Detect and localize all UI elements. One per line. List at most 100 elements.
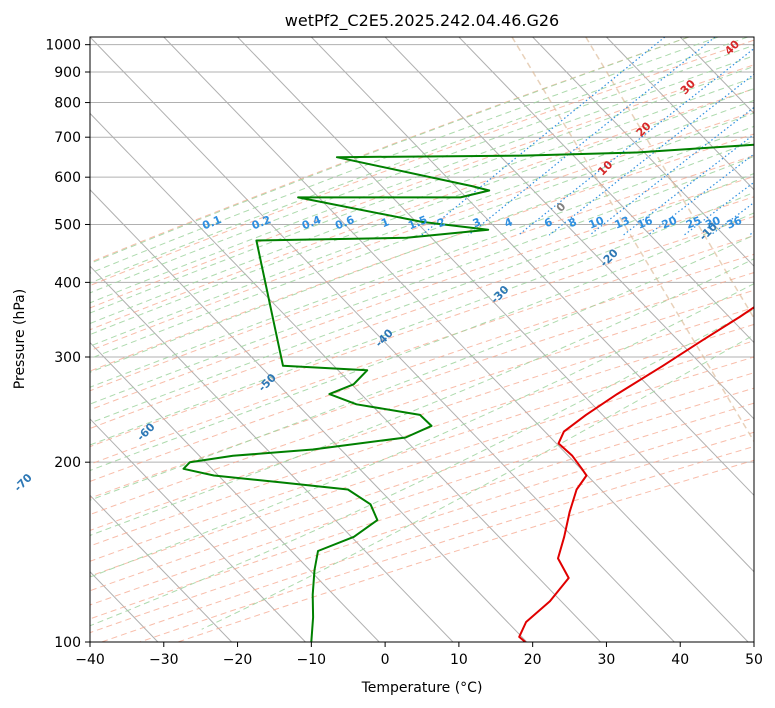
- dewpoint-profile-line: [182, 143, 754, 642]
- mixing-ratio-label: 8: [567, 215, 579, 230]
- y-axis-title: Pressure (hPa): [12, 289, 28, 389]
- adiabat-label: 40: [722, 37, 742, 57]
- y-tick-label: 1000: [45, 38, 81, 54]
- moist-adiabat-line: [90, 258, 754, 536]
- dry-adiabat-line: [90, 64, 754, 309]
- dry-adiabat-line: [90, 306, 754, 531]
- isotherm-line: [90, 37, 675, 642]
- mixing-ratio-line: [749, 230, 754, 236]
- isotherm-label: -50: [256, 371, 279, 394]
- mixing-ratio-label: 1.5: [406, 213, 429, 232]
- mixing-ratio-label: 20: [660, 214, 679, 232]
- isotherm-line: [458, 37, 754, 344]
- moist-adiabat-line: [90, 155, 754, 405]
- moist-adiabat-line: [90, 37, 689, 265]
- y-tick-label: 900: [54, 65, 81, 81]
- isotherm-line: [237, 37, 754, 573]
- chart-title: wetPf2_C2E5.2025.242.04.46.G26: [285, 11, 559, 31]
- isotherm-line: [753, 37, 754, 38]
- y-tick-label: 500: [54, 217, 81, 233]
- dry-adiabat-line: [90, 39, 754, 287]
- isotherm-label: -30: [488, 283, 511, 306]
- mixing-ratio-label: 0.1: [200, 213, 223, 232]
- isotherm-line: [90, 265, 454, 642]
- dry-adiabat-line: [90, 417, 754, 634]
- mixing-ratio-label: 13: [613, 214, 632, 232]
- dry-adiabat-line: [90, 340, 754, 562]
- y-tick-label: 200: [54, 455, 81, 471]
- moist-adiabat-line: [90, 76, 754, 325]
- mixing-ratio-label: 10: [587, 214, 606, 232]
- profile-lines: [182, 143, 754, 642]
- y-tick-label: 100: [54, 635, 81, 651]
- dry-adiabat-line: [90, 289, 754, 516]
- mixing-ratio-label: 4: [503, 215, 515, 230]
- isotherm-line: [606, 37, 754, 191]
- isotherm-line: [90, 189, 528, 642]
- isotherm-line: [384, 37, 754, 420]
- isotherm-line: [310, 37, 754, 497]
- y-tick-label: 300: [54, 350, 81, 366]
- dry-adiabat-line: [90, 133, 754, 372]
- isotherm-line: [90, 494, 233, 642]
- moist-adiabat-line: [90, 37, 748, 284]
- background-lines: [0, 37, 754, 642]
- mixing-ratio-line: [468, 37, 716, 236]
- moist-adiabat-line: [90, 173, 754, 424]
- moist-adiabat-line: [90, 191, 754, 446]
- temperature-profile-line: [518, 306, 754, 642]
- x-tick-label: −10: [297, 652, 327, 668]
- moist-adiabat-line: [90, 112, 754, 360]
- x-tick-label: −20: [223, 652, 253, 668]
- mixing-ratio-line: [518, 47, 754, 236]
- isotherm-line: [0, 37, 10, 642]
- isotherm-label: -70: [12, 471, 35, 494]
- mixing-ratio-line: [710, 201, 754, 236]
- dry-adiabat-line: [90, 272, 754, 499]
- adiabat-label: 0: [554, 200, 569, 215]
- mixing-ratio-label: 1: [379, 215, 391, 230]
- y-tick-label: 400: [54, 275, 81, 291]
- moist-adiabat-line: [90, 140, 754, 388]
- dry-adiabat-line: [101, 431, 754, 642]
- isotherm-line: [90, 112, 601, 642]
- y-tick-label: 800: [54, 96, 81, 112]
- moist-adiabat-line: [90, 234, 754, 501]
- isotherm-line: [163, 37, 749, 642]
- dry-adiabat-line: [177, 459, 754, 642]
- mixing-ratio-label: 36: [725, 214, 744, 232]
- x-axis-title: Temperature (°C): [361, 680, 483, 696]
- moist-adiabat-line: [90, 308, 754, 627]
- x-tick-label: 40: [671, 652, 689, 668]
- plot-frame: [89, 36, 755, 643]
- isotherm-line: [90, 418, 306, 642]
- moist-adiabat-line: [90, 125, 754, 373]
- auxiliary-curve: [511, 37, 754, 443]
- x-tick-label: 30: [598, 652, 616, 668]
- adiabat-label: 10: [595, 158, 615, 178]
- mixing-ratio-label: 30: [703, 214, 722, 232]
- x-tick-label: 0: [381, 652, 390, 668]
- mixing-ratio-label: 25: [684, 214, 703, 232]
- mixing-ratio-label: 16: [635, 214, 654, 232]
- mixing-ratio-label: 2: [435, 215, 447, 230]
- isotherm-line: [532, 37, 754, 267]
- mixing-ratio-line: [421, 37, 666, 236]
- dry-adiabat-line: [90, 402, 754, 620]
- x-tick-label: −40: [75, 652, 105, 668]
- moist-adiabat-line: [90, 65, 754, 314]
- adiabat-label: 20: [634, 119, 654, 139]
- moist-adiabat-line: [90, 44, 754, 294]
- axis-ticks: −40 −30 −20 −10 0 10 20 30 40 5010009008007006005…: [45, 38, 763, 668]
- moist-adiabat-line: [90, 283, 754, 578]
- isotherm-label: -40: [373, 326, 396, 349]
- mixing-ratio-label: 0.2: [250, 213, 273, 232]
- moist-adiabat-line: [90, 99, 754, 347]
- x-tick-label: 20: [524, 652, 542, 668]
- x-tick-label: 50: [745, 652, 763, 668]
- mixing-ratio-label: 0.4: [300, 213, 323, 232]
- x-tick-label: −30: [149, 652, 179, 668]
- y-tick-label: 600: [54, 170, 81, 186]
